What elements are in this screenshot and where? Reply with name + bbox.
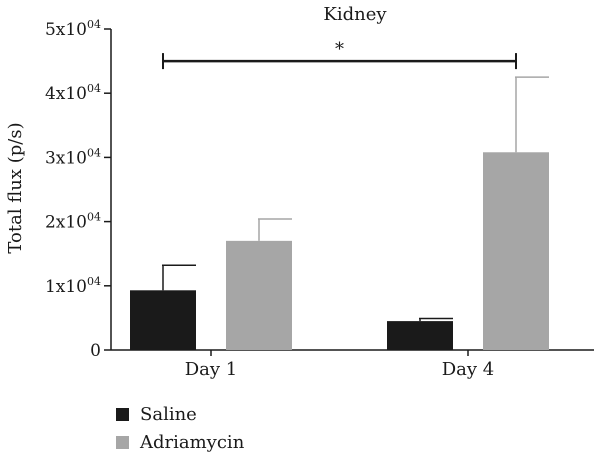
plot-area: 0 1x1004 2x1004 3x1004 4x1004 5x1004 Day 1 Day … xyxy=(45,18,594,380)
x-tick-label: Day 1 xyxy=(185,359,238,380)
bar-saline-day-1 xyxy=(130,290,196,350)
legend: Saline Adriamycin xyxy=(116,404,245,453)
y-tick-label: 1x1004 xyxy=(45,275,101,297)
significance-marker: * xyxy=(335,39,344,60)
bar-saline-day-4 xyxy=(387,321,453,350)
legend-label: Saline xyxy=(140,404,197,425)
bar-adriamycin-day-1 xyxy=(226,240,292,350)
x-tick-label: Day 4 xyxy=(442,359,495,380)
y-tick-label: 4x1004 xyxy=(45,82,101,104)
legend-label: Adriamycin xyxy=(139,432,245,453)
legend-swatch xyxy=(116,408,129,421)
bar-adriamycin-day-4 xyxy=(483,152,549,350)
legend-swatch xyxy=(116,436,129,449)
chart-title: Kidney xyxy=(323,4,387,25)
y-tick-label: 5x1004 xyxy=(45,18,101,40)
y-tick-label: 2x1004 xyxy=(45,211,101,233)
y-tick-label: 0 xyxy=(90,341,101,361)
y-axis-label: Total flux (p/s) xyxy=(5,122,26,253)
y-tick-label: 3x1004 xyxy=(45,146,101,168)
